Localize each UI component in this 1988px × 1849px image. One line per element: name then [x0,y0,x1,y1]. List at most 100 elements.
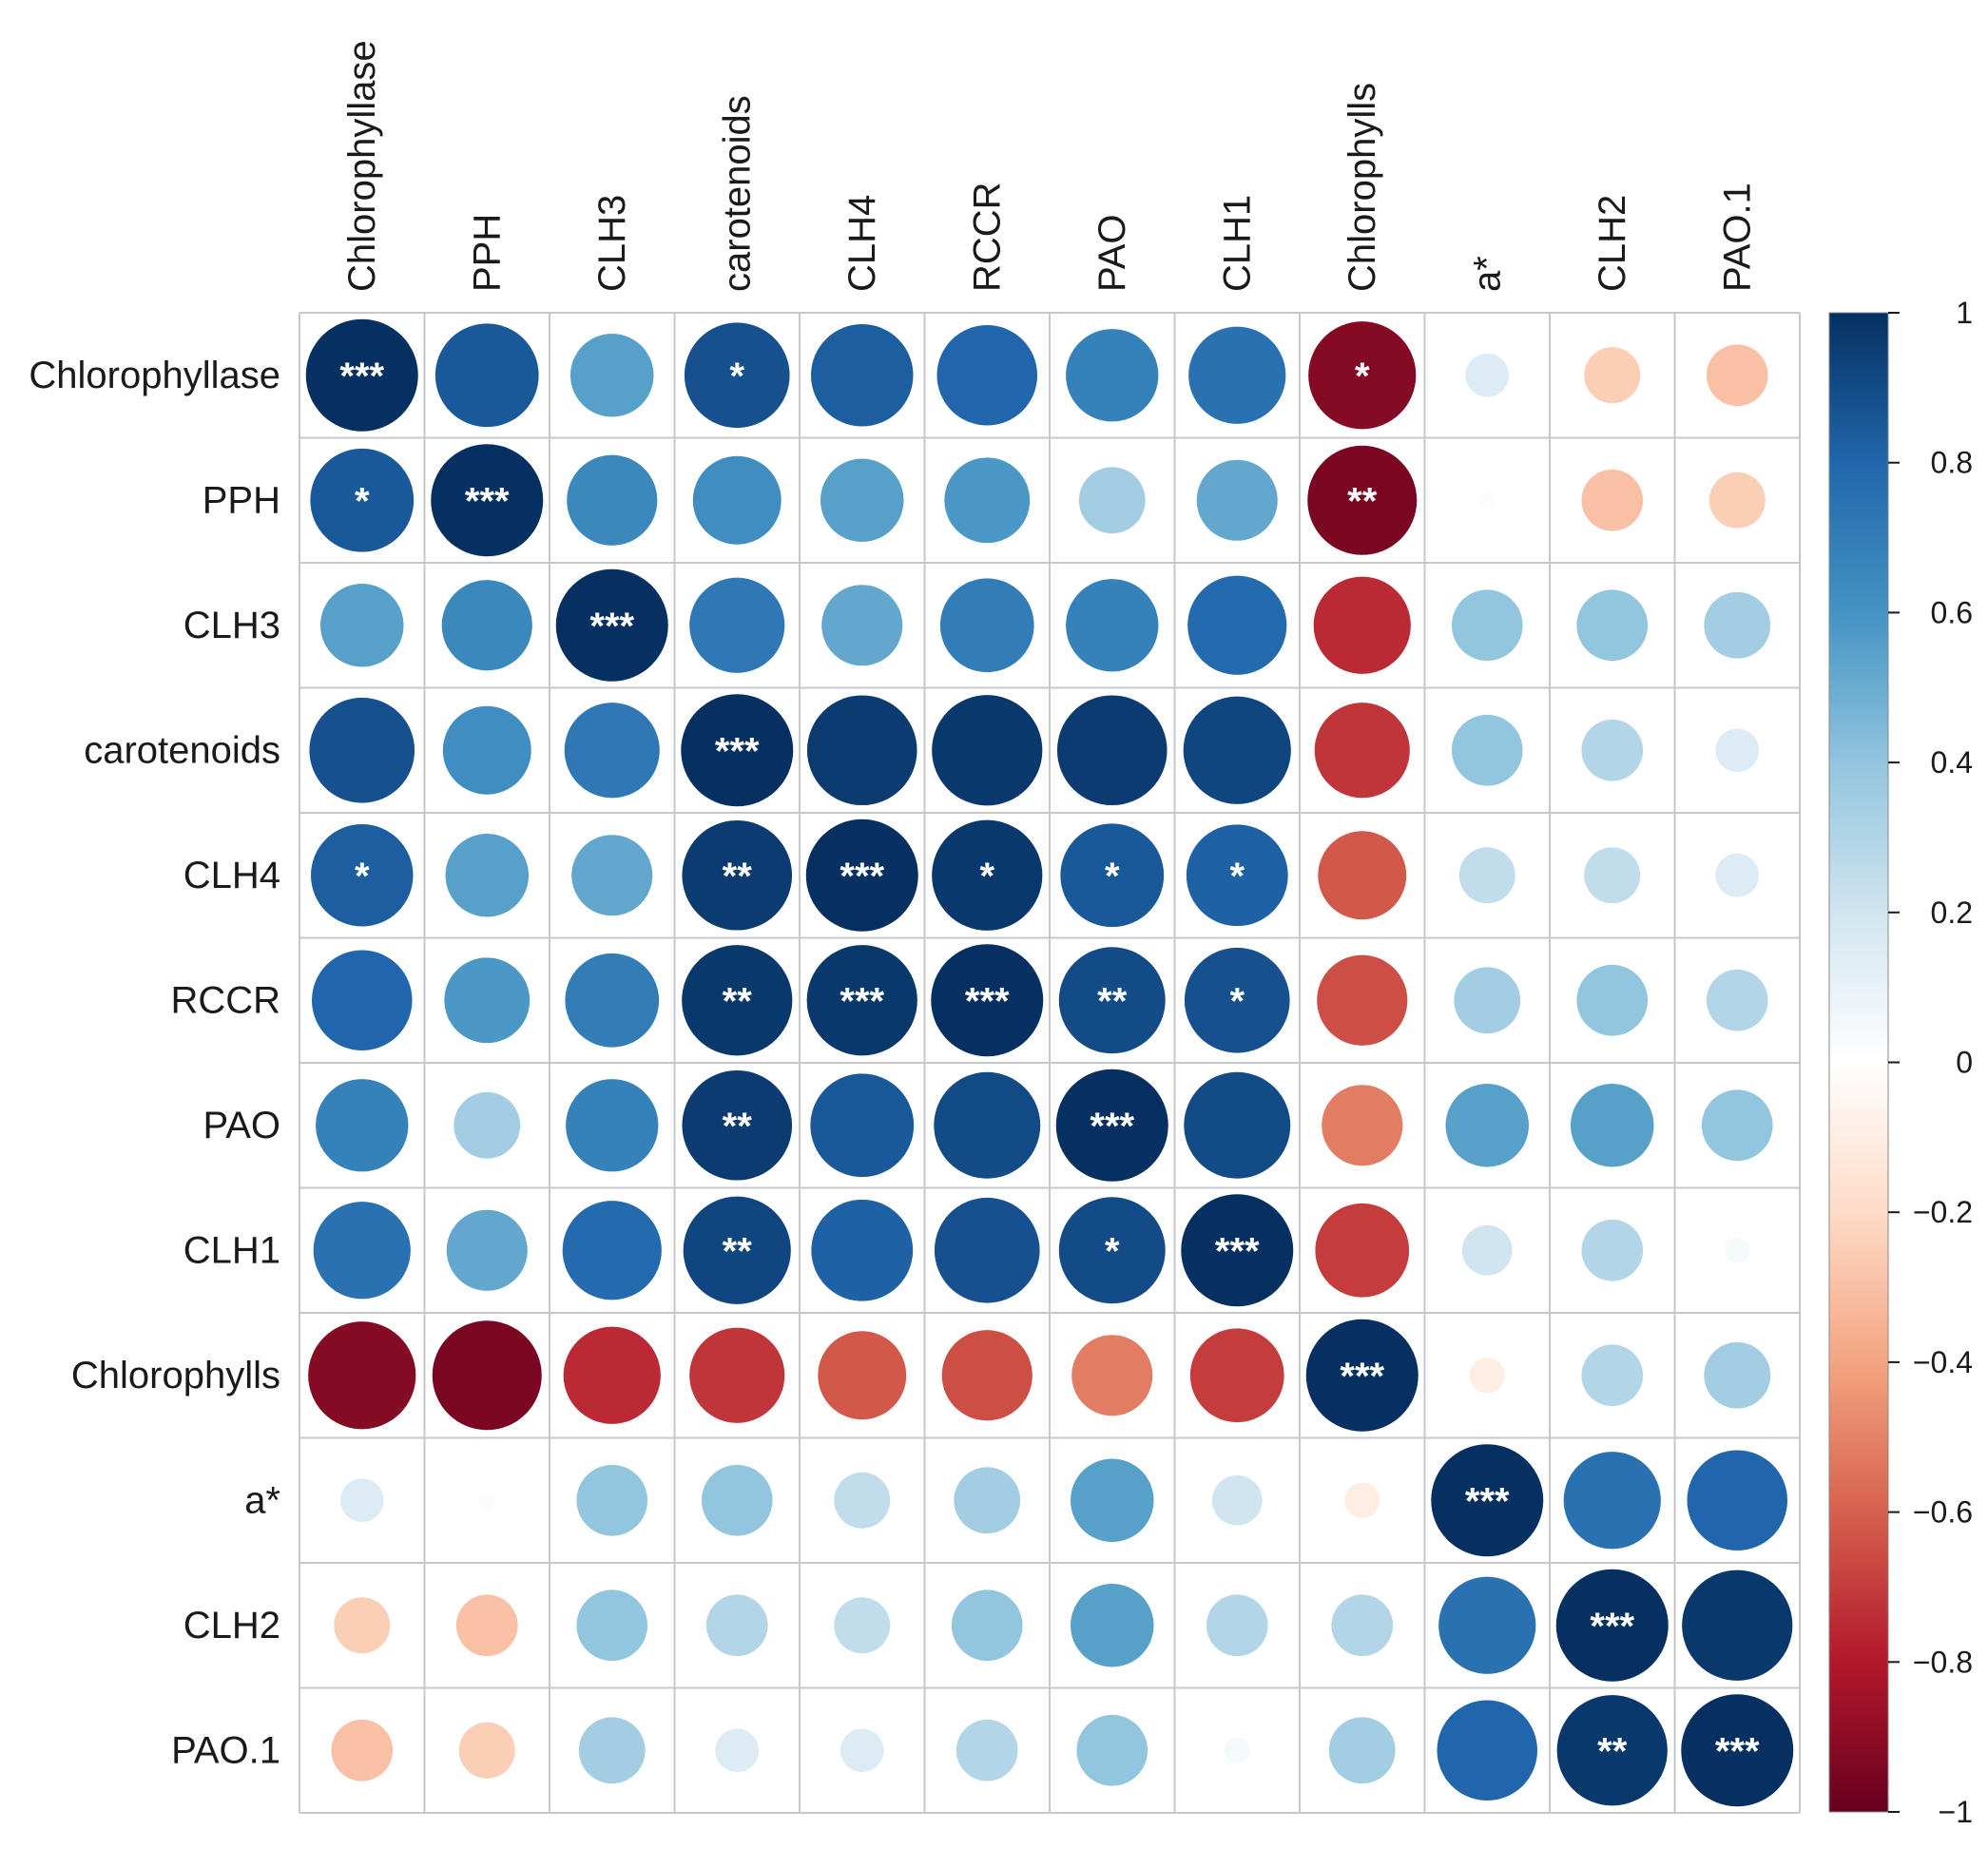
correlation-circle [1715,853,1760,897]
correlation-circle [1581,469,1644,531]
correlation-circle [458,1722,515,1779]
correlation-circle [1076,1714,1148,1786]
significance-stars: ** [723,980,753,1022]
significance-stars: * [979,856,994,897]
correlation-circle [445,833,530,917]
correlation-circle [1556,1695,1668,1806]
color-scale-bar [1828,312,1889,1813]
row-label: PAO [203,1105,280,1146]
correlation-circle [818,1331,907,1420]
significance-stars: *** [589,606,634,647]
correlation-circle [1184,947,1290,1053]
correlation-circle [821,585,903,666]
column-label: CLH2 [1592,195,1633,292]
significance-stars: ** [723,1230,753,1272]
correlation-circle [1071,1335,1153,1416]
correlation-circle [1581,1344,1644,1407]
row-label: carotenoids [84,729,280,771]
correlation-circle [1186,824,1288,927]
correlation-circle [1055,1069,1168,1182]
significance-stars: * [1229,980,1245,1022]
significance-stars: * [1105,1230,1120,1272]
row-label: Chlorophyllase [29,355,280,396]
correlation-circle [932,695,1043,806]
legend-tick-label: 0.2 [1931,896,1973,930]
correlation-circle [944,457,1031,544]
correlation-circle [313,1202,411,1300]
correlation-circle [682,1069,793,1181]
correlation-circle [1322,1085,1403,1166]
significance-stars: ** [1347,480,1378,522]
column-label: Chlorophyllase [341,40,383,292]
row-label: CLH2 [183,1605,280,1647]
significance-stars: *** [965,980,1010,1022]
significance-stars: ** [1597,1730,1628,1772]
correlation-circle [442,705,531,795]
correlation-circle [566,1079,659,1172]
correlation-circle [576,1589,648,1662]
correlation-circle [1469,1358,1505,1394]
row-label: CLH3 [183,605,280,646]
correlation-circle [1058,1197,1166,1304]
correlation-circle [1196,459,1278,541]
significance-stars: *** [1090,1106,1134,1147]
correlation-circle [1715,728,1760,773]
correlation-circle [454,1091,521,1159]
correlation-circle [1331,1594,1394,1657]
correlation-circle [1066,329,1159,422]
correlation-circle [339,1478,384,1523]
significance-markers: *** * ** *** ********* ** *** * * *** *** *** ** *** *… [339,356,1760,1773]
correlation-circle [1225,1738,1250,1763]
correlation-circle [834,1597,891,1654]
correlation-circle [1189,1328,1284,1423]
correlation-circle [1315,1203,1410,1298]
row-label: CLH1 [183,1229,280,1271]
correlation-circle [1708,472,1766,529]
correlation-circle [684,322,790,429]
legend-tick-label: 0.6 [1931,595,1973,629]
column-label: CLH1 [1216,195,1258,292]
correlation-circle [1555,1569,1669,1682]
correlation-circle [565,953,660,1048]
column-label: CLH3 [591,195,633,292]
correlation-circle [319,583,404,667]
significance-stars: ** [1097,980,1128,1022]
correlation-circle [1078,467,1146,534]
color-legend: 1 0.8 0.6 0.4 0.2 0 −0.2 −0.4 −0.6 −0.8 −1 [1828,296,1973,1829]
legend-tick-label: −0.4 [1913,1345,1973,1379]
significance-stars: *** [1465,1480,1510,1522]
correlation-circle [1451,589,1523,662]
legend-tick-label: 0.8 [1931,446,1973,480]
correlation-circle [434,323,539,428]
correlation-circle [805,819,918,932]
correlation-circle [1184,1071,1291,1179]
correlation-circle [1584,847,1641,904]
row-label: CLH4 [183,855,280,896]
correlation-circle [931,944,1044,1057]
correlation-circle [1328,1717,1396,1784]
legend-tick-label: −1 [1939,1795,1973,1829]
correlation-circle [1706,344,1768,407]
correlation-circle [555,568,668,682]
legend-tick-label: 0.4 [1931,745,1973,780]
correlation-circle [1070,1458,1154,1543]
correlation-circle [951,1589,1023,1662]
column-label: carotenoids [716,95,758,292]
correlation-circle [578,1717,646,1784]
column-label: PAO.1 [1716,183,1758,292]
significance-stars: * [1105,856,1120,897]
row-label: PAO.1 [171,1729,280,1771]
correlation-circle [1478,491,1496,509]
correlation-circle [1465,353,1510,397]
significance-stars: *** [840,856,884,897]
correlation-circle [1318,831,1407,920]
significance-stars: ** [723,1106,753,1147]
correlation-circle [715,1728,760,1773]
column-labels: Chlorophyllase PPH CLH3 carotenoids CLH4 RCCR… [341,40,1759,292]
correlation-circle [311,950,413,1051]
correlation-circle [431,444,544,557]
correlation-circle [689,1327,785,1423]
row-label: PPH [203,479,280,521]
correlation-circle [1183,696,1291,804]
